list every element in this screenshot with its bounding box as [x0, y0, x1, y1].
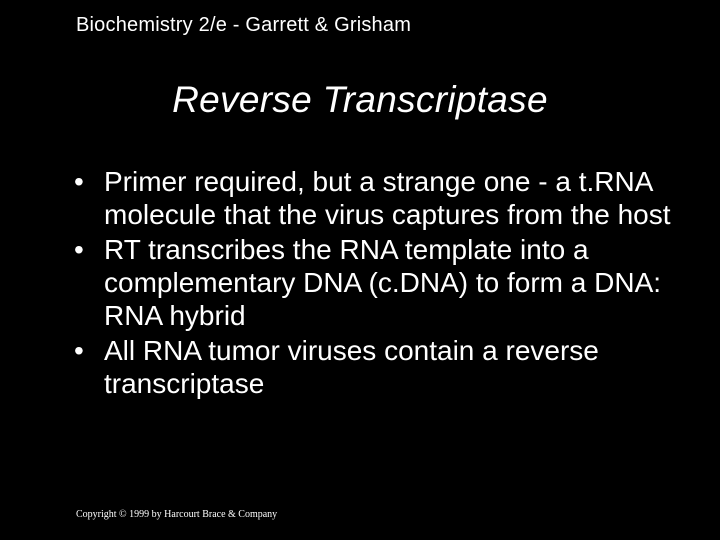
bullet-list: • Primer required, but a strange one - a…: [0, 165, 720, 400]
list-item: • RT transcribes the RNA template into a…: [72, 233, 680, 332]
bullet-marker: •: [72, 165, 104, 198]
bullet-text: Primer required, but a strange one - a t…: [104, 165, 680, 231]
bullet-marker: •: [72, 233, 104, 266]
bullet-text: RT transcribes the RNA template into a c…: [104, 233, 680, 332]
bullet-text: All RNA tumor viruses contain a reverse …: [104, 334, 680, 400]
list-item: • Primer required, but a strange one - a…: [72, 165, 680, 231]
slide-container: Biochemistry 2/e - Garrett & Grisham Rev…: [0, 0, 720, 540]
copyright-footer: Copyright © 1999 by Harcourt Brace & Com…: [76, 509, 277, 520]
slide-header: Biochemistry 2/e - Garrett & Grisham: [0, 14, 720, 37]
slide-title: Reverse Transcriptase: [0, 79, 720, 121]
list-item: • All RNA tumor viruses contain a revers…: [72, 334, 680, 400]
bullet-marker: •: [72, 334, 104, 367]
